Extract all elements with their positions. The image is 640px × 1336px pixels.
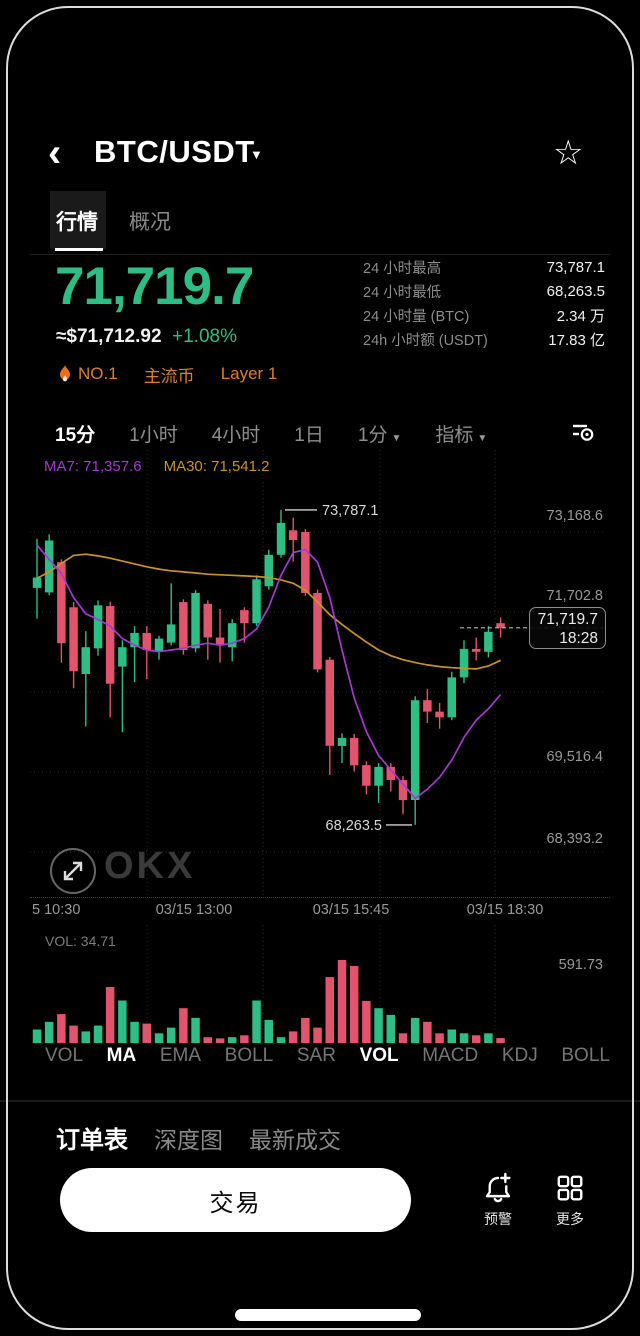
tab-underline xyxy=(55,248,103,251)
timeframe-15分[interactable]: 15分 xyxy=(55,425,96,446)
indicator-tab-sar-4[interactable]: SAR xyxy=(296,1045,336,1066)
stat-row: 24 小时最高 73,787.1 xyxy=(363,255,605,279)
stat-value: 73,787.1 xyxy=(546,258,605,276)
pair-dropdown-icon[interactable]: ▼ xyxy=(250,147,263,162)
more-tool[interactable]: 更多 xyxy=(540,1170,600,1229)
svg-text:68,263.5: 68,263.5 xyxy=(326,818,382,834)
candlestick-chart[interactable]: 73,787.1 68,263.5 xyxy=(30,450,610,900)
current-price-time: 18:28 xyxy=(559,630,598,647)
indicator-tab-ema-2[interactable]: EMA xyxy=(159,1045,202,1066)
page-title[interactable]: BTC/USDT xyxy=(94,134,255,169)
stat-value: 68,263.5 xyxy=(546,282,605,300)
stats-panel: 24 小时最高 73,787.1 24 小时最低 68,263.5 24 小时量 (BT… xyxy=(363,255,605,352)
alert-tool[interactable]: 预警 xyxy=(468,1170,528,1229)
stat-row: 24 小时量 (BTC) 2.34 万 xyxy=(363,303,605,327)
volume-chart[interactable] xyxy=(30,925,610,1050)
grid-icon xyxy=(540,1170,600,1206)
stat-label: 24 小时量 (BTC) xyxy=(363,308,470,325)
tab-quotes[interactable]: 行情 xyxy=(56,211,98,234)
bottom-tab-2[interactable]: 最新成交 xyxy=(249,1127,341,1153)
badge-label: NO.1 xyxy=(78,364,118,383)
okx-logo: OKX xyxy=(104,845,196,887)
timeframe-指标[interactable]: 指标 ▼ xyxy=(435,425,488,446)
x-axis-label: 03/15 18:30 xyxy=(466,902,544,918)
indicator-tab-row: VOL MA EMA BOLL SAR VOL MACD KDJ BOLL xyxy=(45,1045,610,1067)
stat-label: 24 小时最高 xyxy=(363,260,442,277)
timeframe-1小时[interactable]: 1小时 xyxy=(129,425,178,446)
y-axis-label: 73,168.6 xyxy=(546,508,603,524)
indicator-tab-macd-6[interactable]: MACD xyxy=(422,1045,479,1066)
y-axis-label: 71,702.8 xyxy=(546,588,603,604)
badge-tag: 主流币 xyxy=(144,362,195,387)
back-button[interactable]: ‹ xyxy=(48,131,62,175)
indicator-tab-boll-3[interactable]: BOLL xyxy=(224,1045,274,1066)
stat-row: 24 小时最低 68,263.5 xyxy=(363,279,605,303)
x-axis-label: 5 10:30 xyxy=(32,902,81,918)
timeframe-4小时[interactable]: 4小时 xyxy=(211,425,261,446)
stat-value: 17.83 亿 xyxy=(548,332,605,350)
indicator-tab-vol-5[interactable]: VOL xyxy=(359,1045,399,1066)
price-change: +1.08% xyxy=(172,326,237,347)
stat-row: 24h 小时额 (USDT) 17.83 亿 xyxy=(363,328,605,352)
timeframe-row: 15分 1小时 4小时 1日 1分 ▼ 指标 ▼ xyxy=(55,420,521,447)
y-axis-label: 68,393.2 xyxy=(546,831,603,847)
svg-text:73,787.1: 73,787.1 xyxy=(322,503,378,519)
flame-icon xyxy=(59,365,71,382)
indicator-tab-vol-0[interactable]: VOL xyxy=(45,1045,84,1066)
y-axis-label: 69,516.4 xyxy=(546,749,603,765)
indicator-tab-boll-8[interactable]: BOLL xyxy=(561,1045,610,1066)
stat-label: 24 小时最低 xyxy=(363,284,442,301)
badge-rank: NO.1 xyxy=(58,364,118,384)
ma7-label: MA7: 71,357.6 xyxy=(44,458,142,475)
indicator-tab-ma-1[interactable]: MA xyxy=(106,1045,137,1066)
timeframe-1分[interactable]: 1分 ▼ xyxy=(357,425,402,446)
badge-label: 主流币 xyxy=(143,366,195,386)
chart-settings-icon[interactable] xyxy=(570,419,596,450)
bell-plus-icon xyxy=(468,1170,528,1206)
last-price: 71,719.7 xyxy=(55,257,254,316)
ma-labels: MA7: 71,357.6 MA30: 71,541.2 xyxy=(44,458,270,475)
divider xyxy=(30,254,610,255)
x-axis-label: 03/15 15:45 xyxy=(312,902,390,918)
bottom-tab-0[interactable]: 订单表 xyxy=(56,1127,128,1154)
usd-price: ≈$71,712.92 xyxy=(56,326,162,347)
badge-tag: Layer 1 xyxy=(221,364,278,384)
volume-max-label: 591.73 xyxy=(558,957,603,973)
chevron-down-icon: ▼ xyxy=(391,433,402,444)
ma30-label: MA30: 71,541.2 xyxy=(163,458,270,475)
tab-overview[interactable]: 概况 xyxy=(129,211,171,234)
badge-label: Layer 1 xyxy=(220,364,278,383)
bottom-tab-1[interactable]: 深度图 xyxy=(154,1127,223,1153)
current-price-tag: 71,719.7 18:28 xyxy=(529,607,606,649)
stat-value: 2.34 万 xyxy=(556,307,605,325)
badge-row: NO.1 主流币 Layer 1 xyxy=(58,362,277,386)
bottom-tab-row: 订单表 深度图 最新成交 xyxy=(56,1120,341,1155)
current-price-value: 71,719.7 xyxy=(537,611,598,628)
trade-button-label: 交易 xyxy=(209,1189,262,1217)
divider xyxy=(0,1100,640,1102)
stat-label: 24h 小时额 (USDT) xyxy=(363,333,488,350)
indicator-tab-kdj-7[interactable]: KDJ xyxy=(501,1045,538,1066)
timeframe-1日[interactable]: 1日 xyxy=(294,425,324,446)
home-indicator xyxy=(235,1309,421,1321)
trade-button[interactable]: 交易 xyxy=(60,1168,411,1232)
volume-label: VOL: 34.71 xyxy=(45,933,116,949)
x-axis-label: 03/15 13:00 xyxy=(155,902,233,918)
more-label: 更多 xyxy=(556,1211,584,1227)
chevron-down-icon: ▼ xyxy=(477,433,488,444)
favorite-star-icon[interactable]: ☆ xyxy=(553,134,584,172)
tab-quotes-highlight xyxy=(50,191,106,249)
alert-label: 预警 xyxy=(484,1211,512,1227)
expand-icon[interactable] xyxy=(48,846,98,896)
x-axis: 5 10:30 03/15 13:00 03/15 15:45 03/15 18:30 xyxy=(30,897,610,920)
